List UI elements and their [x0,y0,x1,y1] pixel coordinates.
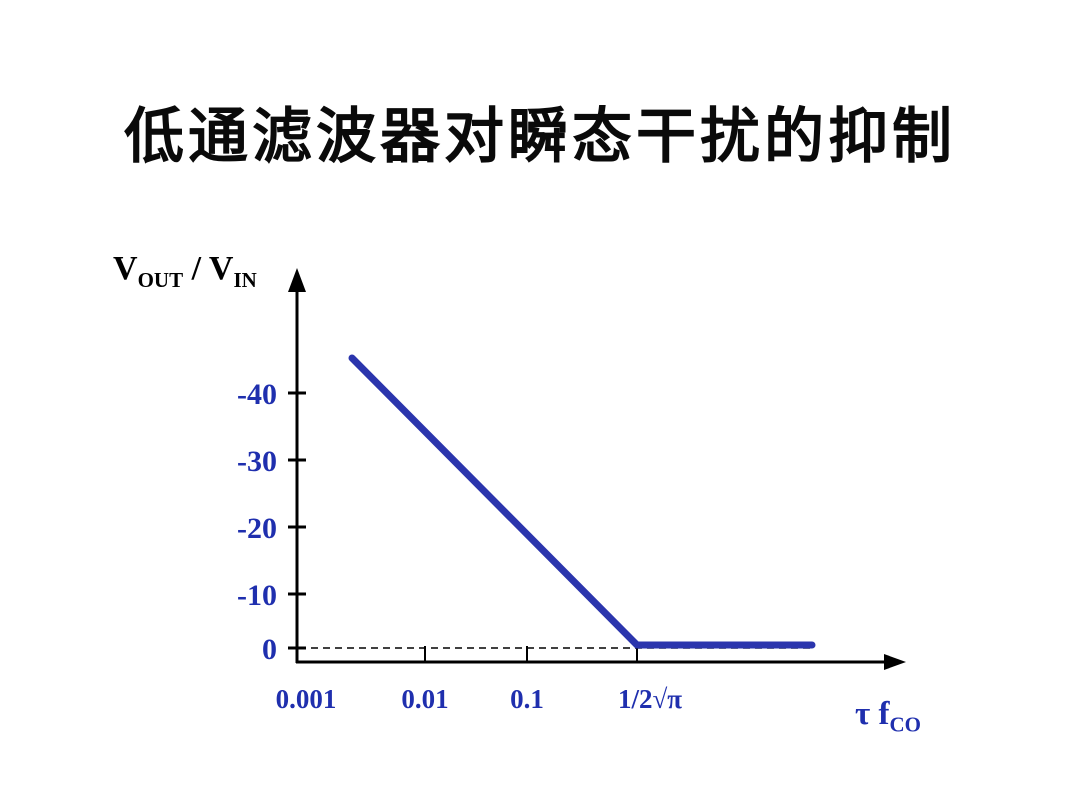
x-axis-label: τ fCO [855,696,921,738]
y-label-v1: V [113,250,138,287]
y-axis-label: VOUT / VIN [113,250,257,293]
y-label-sep: / [183,250,209,287]
y-axis-arrow [288,268,306,292]
x-label-sub: CO [889,712,921,737]
x-axis-arrow [884,654,906,670]
x-tick-label: 1/2√π [618,684,682,714]
x-tick-label: 0.1 [510,684,544,714]
x-label-base: τ f [855,696,890,732]
y-tick-label: -10 [237,579,277,612]
x-tick-label: 0.01 [401,684,448,714]
y-label-v2: V [208,250,234,287]
y-tick-label: -20 [237,512,277,545]
page-title: 低通滤波器对瞬态干扰的抑制 [124,104,956,170]
y-tick-label: -40 [237,378,277,411]
y-label-sub1: OUT [137,267,184,292]
data-line [348,354,816,649]
y-tick-label: 0 [262,633,277,666]
y-label-sub2: IN [233,267,257,292]
y-tick-label: -30 [237,445,277,478]
x-tick-label: 0.001 [276,684,337,714]
